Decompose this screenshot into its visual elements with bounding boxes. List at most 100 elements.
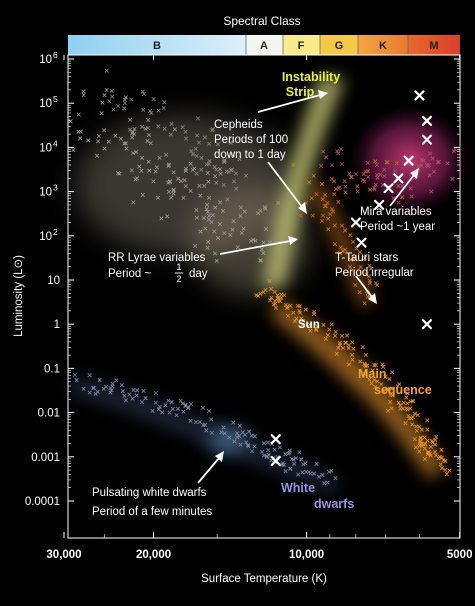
star-mark: [134, 176, 140, 181]
star-mark: [190, 167, 195, 172]
star-mark: [323, 336, 328, 341]
arrow-t-tauri: [355, 275, 373, 298]
star-mark: [275, 295, 280, 301]
star-mark: [308, 471, 313, 476]
star-mark: [339, 333, 345, 338]
star-mark: [405, 391, 410, 396]
star-mark: [343, 340, 348, 345]
star-mark: [258, 258, 264, 263]
star-mark: [311, 173, 316, 178]
star-mark: [228, 232, 233, 238]
star-mark: [371, 185, 377, 191]
y-tick-label: 10: [39, 142, 52, 154]
star-mark: [400, 194, 405, 200]
star-mark: [321, 322, 326, 328]
star-mark: [246, 429, 252, 434]
star-mark: [287, 450, 292, 455]
star-mark: [427, 173, 432, 178]
star-mark: [235, 245, 240, 250]
star-mark: [218, 167, 223, 172]
star-mark: [193, 420, 199, 425]
star-mark: [374, 162, 379, 168]
star-mark: [201, 423, 206, 428]
star-mark: [218, 171, 223, 176]
star-mark: [294, 316, 299, 321]
spectral-label-f: F: [298, 40, 305, 52]
star-mark: [166, 180, 171, 185]
star-mark: [204, 202, 210, 207]
star-mark: [418, 436, 423, 441]
star-mark: [307, 322, 312, 327]
star-mark: [196, 140, 202, 145]
star-mark: [252, 444, 257, 449]
star-mark: [189, 148, 194, 154]
star-mark: [390, 393, 395, 398]
star-mark: [108, 390, 113, 395]
star-mark: [102, 146, 107, 151]
star-mark: [303, 461, 308, 466]
t-tauri-annotation: T-Tauri stars Period irregular: [335, 252, 414, 279]
star-mark: [150, 408, 155, 413]
star-mark: [329, 468, 334, 473]
star-mark: [285, 304, 290, 309]
star-mark: [366, 174, 371, 179]
annotations: Cepheids Periods of 100 down to 1 day RR…: [92, 119, 435, 518]
star-mark: [183, 136, 189, 141]
star-mark: [350, 239, 356, 244]
star-mark: [218, 200, 223, 205]
star-mark: [375, 379, 380, 384]
star-mark: [193, 146, 198, 151]
y-tick-label: 0.001: [31, 452, 60, 464]
star-mark: [180, 125, 185, 130]
star-mark: [238, 205, 244, 210]
star-mark: [171, 191, 176, 196]
star-mark: [181, 409, 186, 414]
star-mark: [396, 400, 401, 405]
star-mark: [238, 442, 243, 447]
x-tick-label: 30,000: [46, 549, 81, 561]
star-mark: [326, 469, 332, 474]
star-mark: [340, 162, 345, 167]
star-mark: [118, 136, 123, 141]
star-mark: [130, 396, 135, 401]
star-mark: [139, 155, 145, 160]
arrow-t-tauri-head: [368, 293, 377, 304]
star-mark: [421, 158, 426, 163]
star-mark: [212, 229, 217, 234]
star-mark: [220, 208, 226, 214]
star-mark: [332, 192, 337, 197]
star-mark: [137, 164, 142, 169]
arrow-cepheids-top: [257, 94, 321, 113]
arrow-cepheids-bottom-head: [298, 202, 307, 214]
star-mark: [129, 97, 134, 102]
star-mark: [271, 302, 276, 307]
star-mark: [168, 132, 173, 137]
star-mark: [363, 352, 368, 358]
star-mark: [405, 407, 410, 412]
star-mark: [143, 126, 148, 131]
cepheids-line-1: Cepheids: [214, 119, 263, 131]
star-mark: [388, 399, 393, 405]
star-mark: [145, 138, 150, 144]
star-mark: [195, 133, 200, 138]
star-mark: [444, 472, 449, 477]
star-mark: [283, 452, 288, 457]
star-mark: [366, 274, 371, 279]
star-mark: [169, 195, 174, 200]
pulsating-wd-line-2: Period of a few minutes: [92, 506, 212, 518]
star-mark: [338, 147, 344, 152]
star-mark: [139, 399, 145, 405]
star-mark: [188, 161, 193, 166]
star-mark: [147, 108, 153, 114]
star-mark: [156, 124, 161, 129]
star-mark: [328, 212, 333, 217]
star-mark: [157, 404, 162, 409]
star-mark: [71, 148, 76, 153]
star-mark: [163, 403, 168, 408]
y-tick-label: 10: [39, 231, 52, 243]
star-mark: [143, 396, 148, 401]
star-mark: [213, 205, 218, 210]
rr-lyrae-line-3: day: [189, 268, 208, 280]
